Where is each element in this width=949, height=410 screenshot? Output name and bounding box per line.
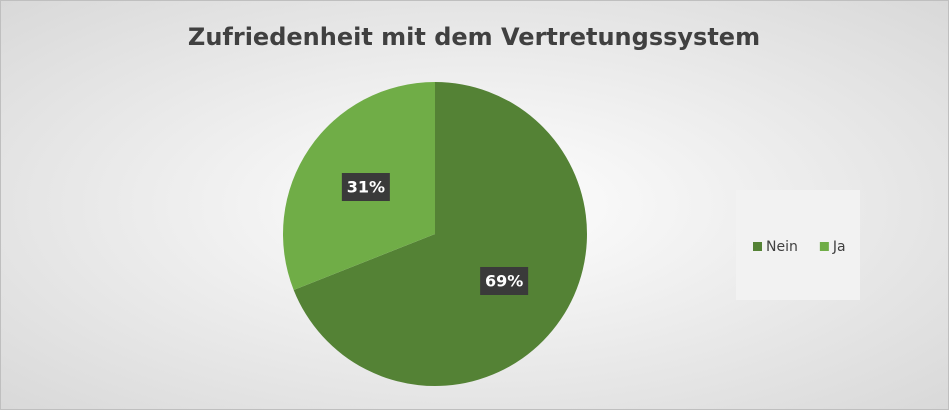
legend-label: Ja — [832, 239, 846, 255]
legend-swatch — [819, 242, 829, 251]
chart-title: Zufriedenheit mit dem Vertretungssystem — [188, 23, 760, 51]
pie-slice — [293, 82, 588, 386]
legend-swatch — [753, 242, 762, 251]
data-label-box — [480, 266, 529, 295]
legend-label: Nein — [766, 239, 798, 255]
data-label: 31% — [347, 178, 385, 197]
data-label-box — [341, 173, 390, 202]
data-label: 69% — [485, 271, 523, 290]
